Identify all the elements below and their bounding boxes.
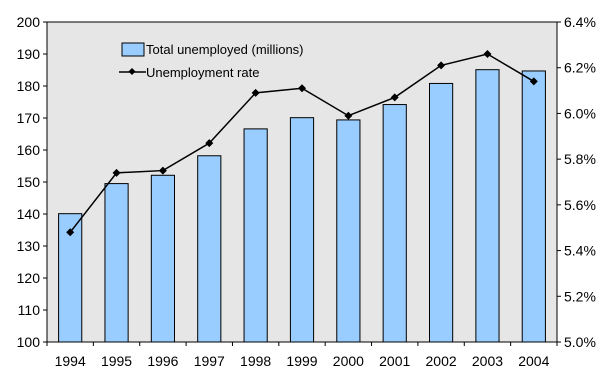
bar-1999 — [289, 117, 315, 343]
left-tick-label: 150 — [17, 174, 41, 190]
x-tick-label: 1996 — [147, 353, 178, 369]
right-tick-label: 5.6% — [564, 197, 596, 213]
left-tick-label: 200 — [17, 14, 41, 30]
right-tick-label: 5.0% — [564, 334, 596, 350]
rate-point-1995 — [112, 168, 121, 177]
x-tick-label: 1995 — [101, 353, 132, 369]
bar-2003 — [475, 69, 500, 343]
rate-point-1997 — [205, 139, 214, 148]
rate-point-1996 — [158, 166, 167, 175]
left-tick-label: 180 — [17, 78, 41, 94]
legend: Total unemployed (millions) Unemployment… — [119, 42, 304, 80]
rate-point-2002 — [437, 61, 446, 70]
rate-point-2001 — [390, 93, 399, 102]
x-tick-label: 2003 — [472, 353, 503, 369]
bar-1997 — [197, 155, 222, 343]
left-tick-label: 110 — [18, 302, 41, 318]
right-tick-label: 5.8% — [564, 151, 596, 167]
bar-1995 — [104, 183, 129, 343]
bar-2004 — [521, 70, 546, 343]
left-tick-label: 170 — [17, 110, 41, 126]
x-tick-label: 2004 — [518, 353, 549, 369]
x-tick-label: 2000 — [333, 353, 364, 369]
bar-1996 — [150, 174, 175, 343]
legend-bar-swatch — [121, 42, 145, 57]
x-tick-label: 2002 — [426, 353, 457, 369]
right-tick-label: 5.2% — [564, 288, 596, 304]
left-tick-label: 140 — [17, 206, 41, 222]
legend-bar-label: Total unemployed (millions) — [146, 42, 304, 57]
left-tick-label: 100 — [17, 334, 41, 350]
right-tick-label: 6.0% — [564, 105, 596, 121]
rate-point-1999 — [298, 84, 306, 93]
bar-2002 — [429, 82, 454, 343]
rate-point-1998 — [251, 88, 260, 97]
legend-line-label: Unemployment rate — [146, 65, 259, 80]
rate-point-2000 — [344, 111, 353, 120]
x-tick-label: 1999 — [286, 353, 317, 369]
right-tick-label: 6.4% — [564, 14, 596, 30]
legend-line-marker — [128, 67, 136, 76]
x-axis: 1994 1995 1996 1997 1998 1999 2000 2001 2002 2003… — [46, 342, 558, 369]
rate-point-2004 — [529, 77, 538, 86]
left-tick-label: 130 — [17, 238, 41, 254]
rate-point-1994 — [66, 228, 75, 237]
rate-point-2003 — [483, 50, 492, 58]
x-tick-label: 1998 — [240, 353, 271, 369]
bar-1998 — [243, 128, 268, 343]
x-tick-label: 1994 — [55, 353, 86, 369]
left-tick-label: 190 — [17, 46, 41, 62]
right-tick-label: 5.4% — [564, 243, 596, 259]
left-tick-label: 160 — [17, 142, 41, 158]
bar-series — [58, 69, 546, 343]
bar-2000 — [336, 119, 361, 343]
right-axis: 5.0% 5.2% 5.4% 5.6% 5.8% 6.0% 6.2% 6.4% — [557, 14, 596, 350]
x-tick-label: 2001 — [379, 353, 410, 369]
x-tick-label: 1997 — [194, 353, 225, 369]
left-axis: 100 110 120 130 140 150 160 170 180 190 200 — [17, 14, 47, 350]
bar-2001 — [382, 104, 407, 343]
left-tick-label: 120 — [17, 270, 41, 286]
right-tick-label: 6.2% — [564, 60, 596, 76]
line-series — [66, 50, 538, 237]
bar-1994 — [58, 213, 83, 343]
